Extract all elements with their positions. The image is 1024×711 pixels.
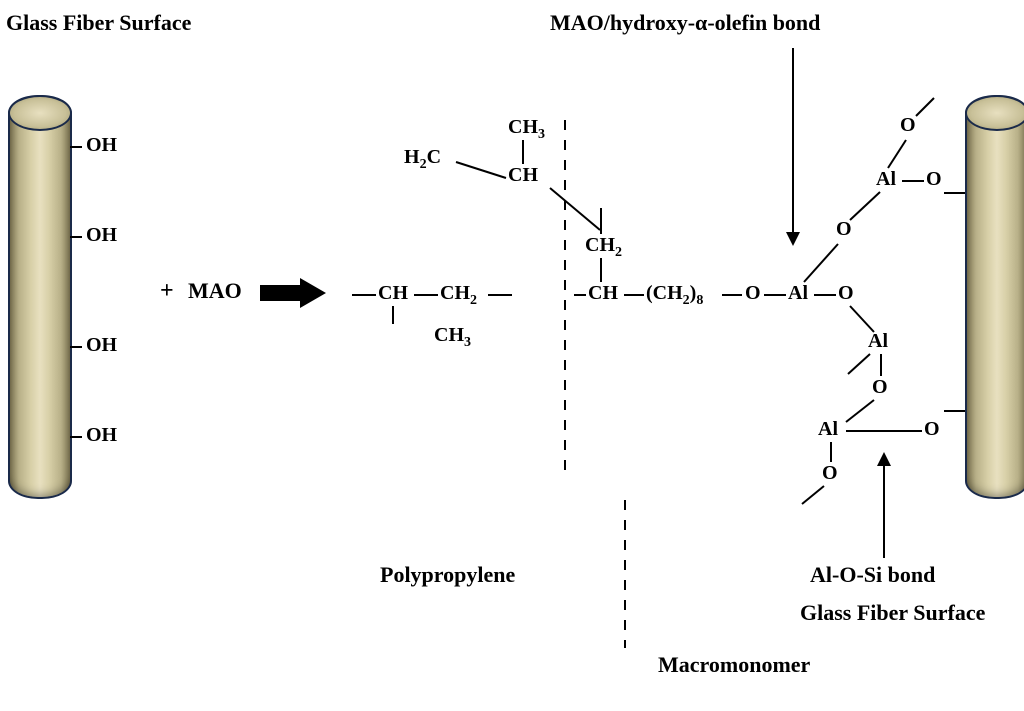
- bond-diagonal: [886, 136, 916, 172]
- bond-diagonal: [446, 160, 516, 200]
- left-fiber-cylinder: [8, 95, 72, 499]
- bond: [764, 294, 786, 296]
- bond-diagonal: [842, 398, 880, 428]
- al-atom: Al: [818, 418, 838, 441]
- fiber-bond-tick: [944, 192, 965, 194]
- label-macromonomer: Macromonomer: [658, 652, 810, 678]
- down-arrow-icon: [783, 48, 803, 248]
- o-atom: O: [745, 282, 761, 305]
- oh-label: OH: [86, 224, 117, 247]
- bond: [722, 294, 742, 296]
- fiber-bond-tick: [944, 410, 965, 412]
- oh-tick: [70, 236, 82, 238]
- o-atom: O: [924, 418, 940, 441]
- bond-diagonal: [914, 96, 940, 120]
- oh-tick: [70, 346, 82, 348]
- reaction-arrow-icon: [260, 276, 330, 310]
- ch3-group: CH3: [508, 116, 545, 139]
- mao-label: MAO: [188, 278, 242, 304]
- o-atom: O: [822, 462, 838, 485]
- bond-vertical: [600, 258, 602, 282]
- oh-tick: [70, 146, 82, 148]
- bond-diagonal: [848, 188, 888, 224]
- title-glass-fiber-surface: Glass Fiber Surface: [6, 10, 191, 36]
- ch2-8-group: (CH2)8: [646, 282, 703, 305]
- label-polypropylene: Polypropylene: [380, 562, 515, 588]
- h2c-group: H2C: [404, 146, 441, 169]
- right-fiber-cylinder: [965, 95, 1024, 499]
- bond: [352, 294, 376, 296]
- oh-label: OH: [86, 134, 117, 157]
- bond: [902, 180, 924, 182]
- bond-vertical: [880, 354, 882, 376]
- ch2-group: CH2: [440, 282, 477, 305]
- bond: [488, 294, 512, 296]
- o-atom: O: [872, 376, 888, 399]
- bond: [574, 294, 586, 296]
- plus-sign: +: [160, 278, 174, 305]
- ch-group: CH: [378, 282, 408, 305]
- bond-vertical: [522, 140, 524, 164]
- dashed-divider-2: [620, 500, 630, 648]
- oh-label: OH: [86, 334, 117, 357]
- bond-diagonal: [800, 484, 830, 510]
- oh-label: OH: [86, 424, 117, 447]
- oh-tick: [70, 436, 82, 438]
- al-atom: Al: [868, 330, 888, 353]
- dashed-divider-1: [560, 120, 570, 470]
- bond-vertical: [830, 442, 832, 462]
- ch3-group: CH3: [434, 324, 471, 347]
- bond: [624, 294, 644, 296]
- bond: [814, 294, 836, 296]
- title-mao-bond: MAO/hydroxy-α-olefin bond: [550, 10, 820, 36]
- bond-diagonal: [798, 238, 848, 286]
- o-atom: O: [926, 168, 942, 191]
- bond-vertical: [392, 306, 394, 324]
- up-arrow-icon: [874, 450, 894, 560]
- bond: [846, 430, 922, 432]
- label-glass-fiber-surface-2: Glass Fiber Surface: [800, 600, 985, 626]
- bond: [414, 294, 438, 296]
- ch-group: CH: [588, 282, 618, 305]
- label-al-o-si: Al-O-Si bond: [810, 562, 935, 588]
